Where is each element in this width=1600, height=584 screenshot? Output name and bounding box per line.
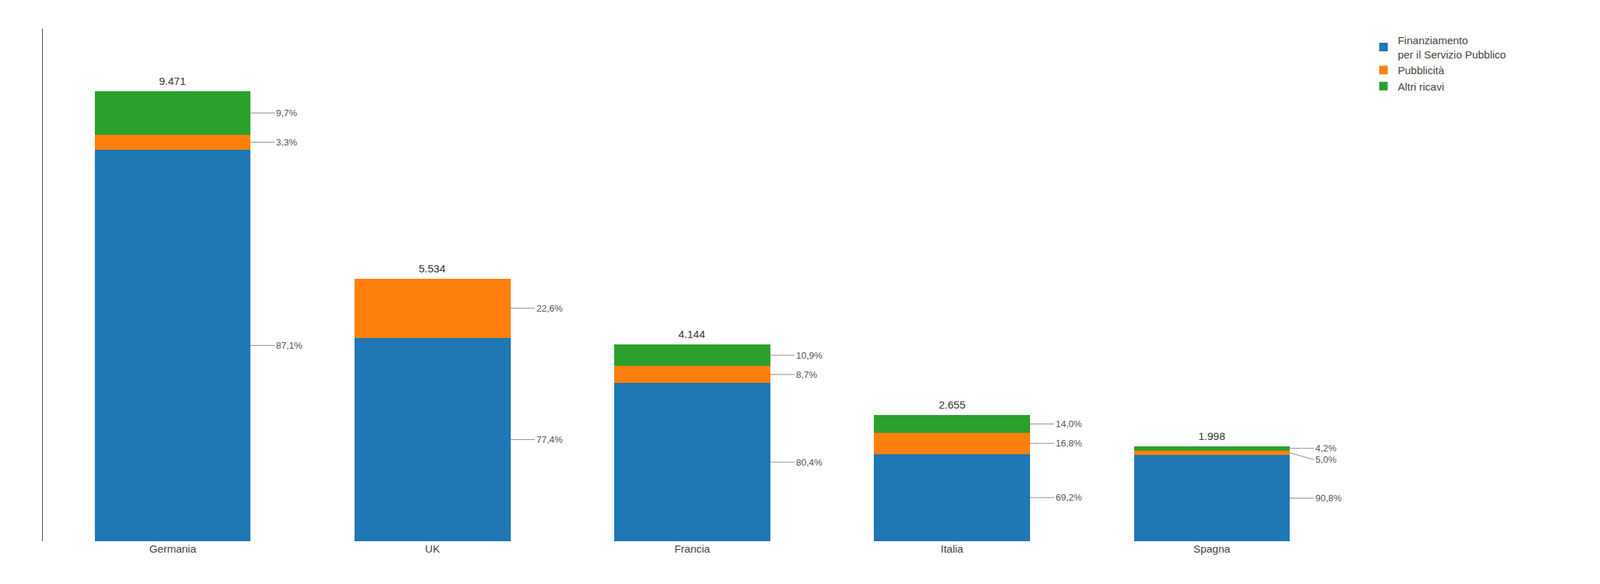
svg-text:Italia: Italia bbox=[940, 542, 964, 555]
svg-text:4,2%: 4,2% bbox=[1315, 442, 1337, 454]
svg-text:Germania: Germania bbox=[149, 542, 197, 555]
svg-text:Francia: Francia bbox=[674, 542, 711, 555]
svg-text:Finanziamentoper il Servizio P: Finanziamentoper il Servizio Pubblico bbox=[1397, 34, 1506, 61]
svg-text:1.998: 1.998 bbox=[1198, 430, 1226, 443]
svg-text:90,8%: 90,8% bbox=[1315, 492, 1342, 504]
svg-text:5,0%: 5,0% bbox=[1315, 454, 1337, 466]
svg-text:Spagna: Spagna bbox=[1193, 542, 1231, 555]
svg-text:16,8%: 16,8% bbox=[1055, 437, 1083, 449]
svg-text:10,9%: 10,9% bbox=[796, 350, 823, 361]
svg-text:5.534: 5.534 bbox=[418, 262, 446, 275]
svg-text:22,6%: 22,6% bbox=[536, 303, 563, 314]
svg-text:80,4%: 80,4% bbox=[796, 457, 823, 468]
svg-text:14,0%: 14,0% bbox=[1055, 418, 1083, 430]
svg-text:2.655: 2.655 bbox=[938, 398, 966, 411]
svg-text:3,3%: 3,3% bbox=[276, 136, 298, 148]
svg-text:87,1%: 87,1% bbox=[276, 340, 303, 351]
svg-text:9.471: 9.471 bbox=[159, 74, 187, 88]
svg-text:UK: UK bbox=[425, 542, 441, 555]
svg-text:Pubblicità: Pubblicità bbox=[1397, 64, 1445, 77]
svg-text:69,2%: 69,2% bbox=[1055, 492, 1083, 503]
svg-text:77,4%: 77,4% bbox=[536, 434, 563, 446]
svg-text:8,7%: 8,7% bbox=[796, 369, 818, 381]
svg-text:4.144: 4.144 bbox=[678, 328, 706, 341]
svg-text:9,7%: 9,7% bbox=[276, 107, 298, 119]
svg-text:Altri ricavi: Altri ricavi bbox=[1397, 80, 1444, 93]
